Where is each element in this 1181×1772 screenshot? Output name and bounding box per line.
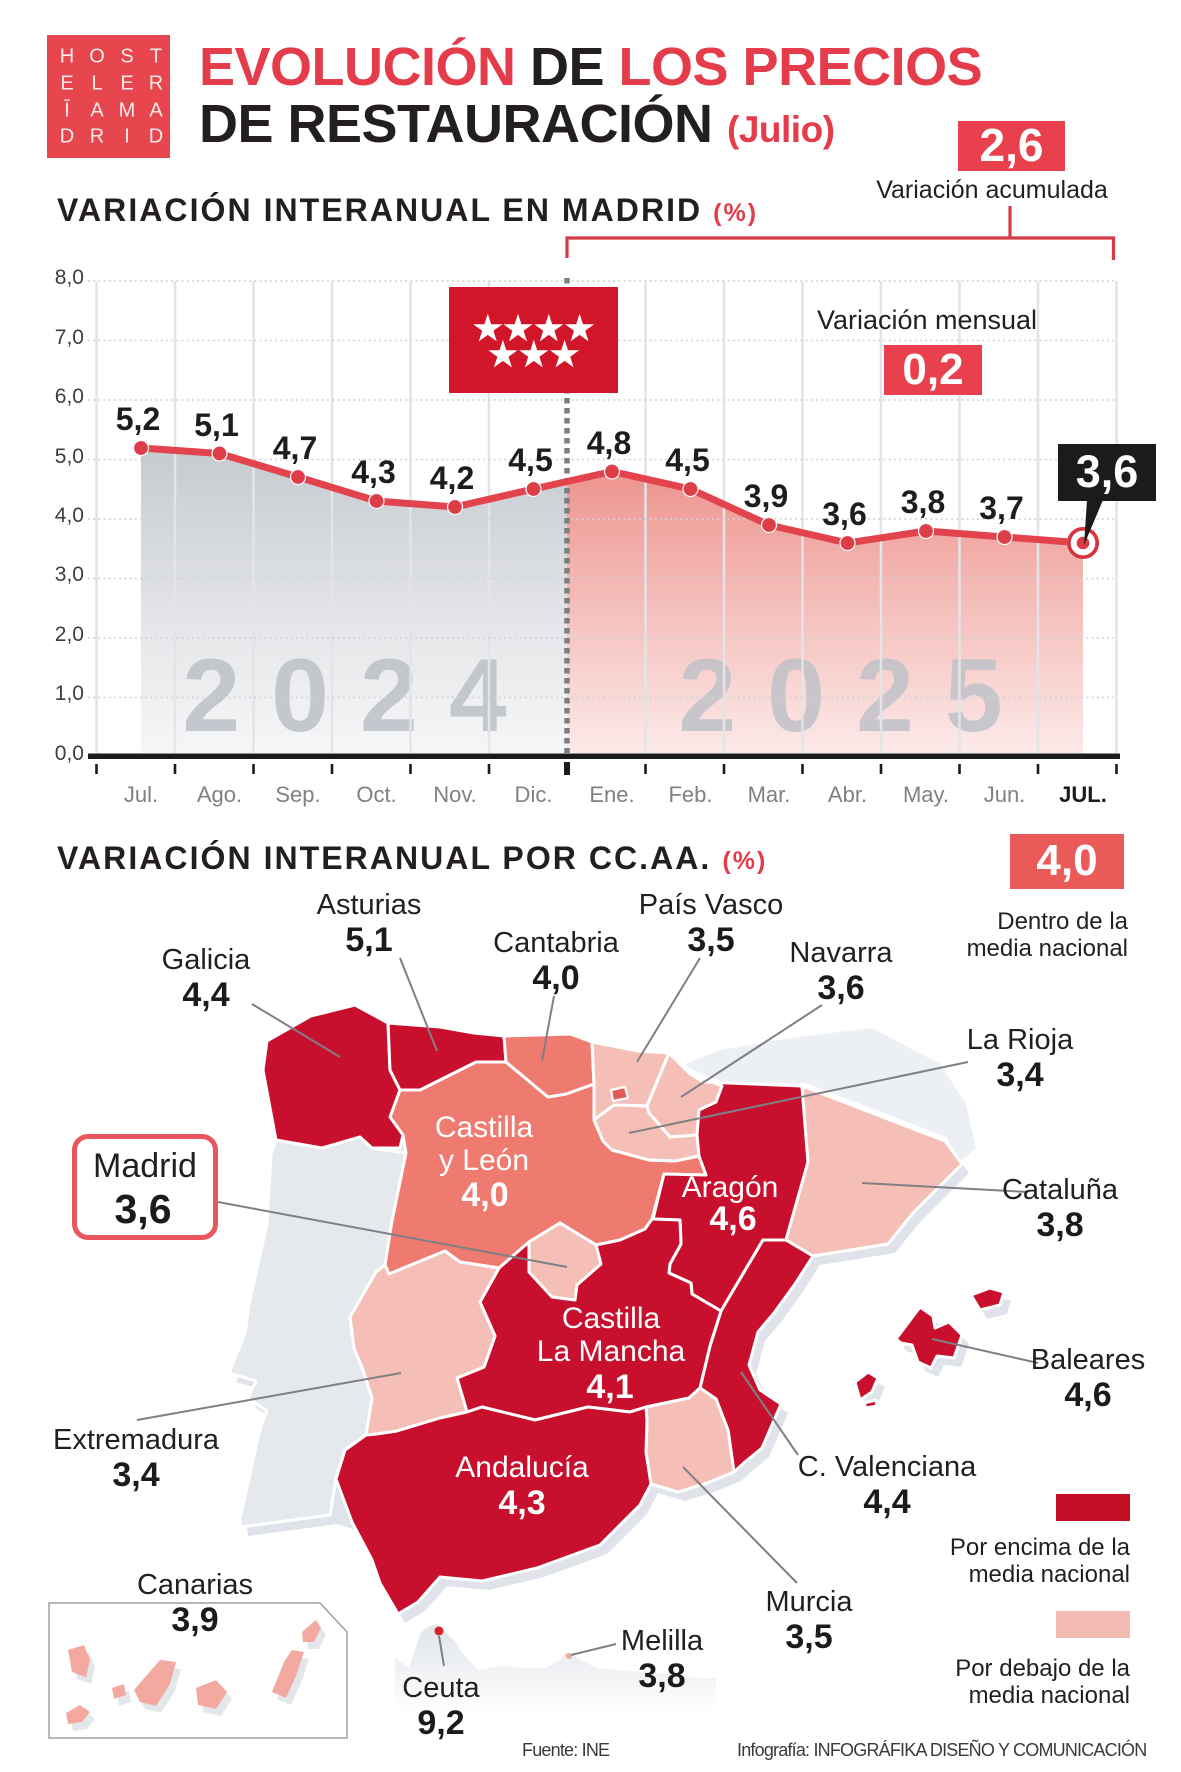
svg-text:2024: 2024 <box>182 638 537 754</box>
svg-text:2025: 2025 <box>678 638 1033 754</box>
